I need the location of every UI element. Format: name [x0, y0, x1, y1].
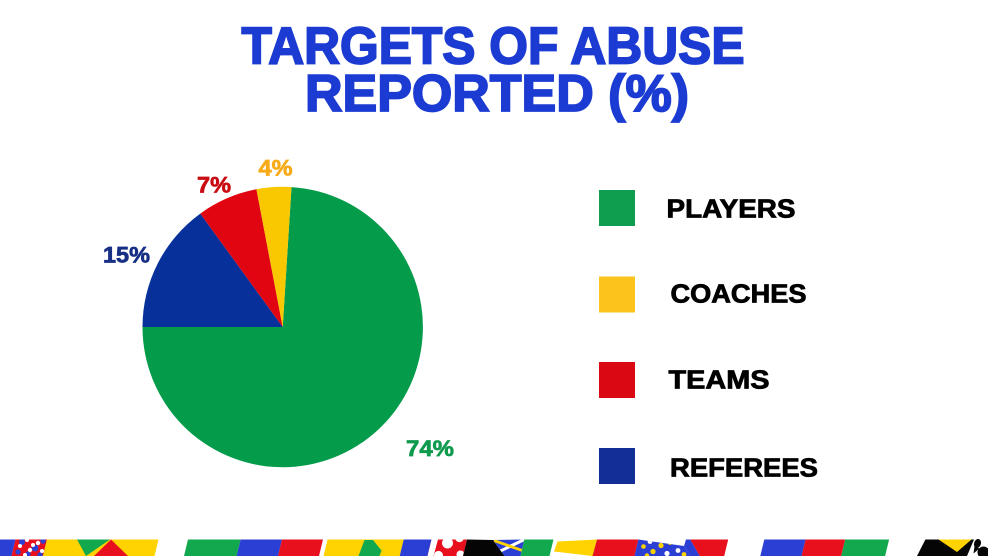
svg-text:TEAMS: TEAMS [669, 365, 770, 395]
svg-text:7%: 7% [197, 172, 231, 197]
svg-text:REPORTED (%): REPORTED (%) [305, 64, 689, 122]
svg-text:PLAYERS: PLAYERS [667, 194, 796, 224]
svg-text:TARGETS OF ABUSE: TARGETS OF ABUSE [242, 17, 745, 75]
svg-text:4%: 4% [259, 155, 293, 180]
svg-text:74%: 74% [406, 436, 454, 461]
svg-text:REFEREES: REFEREES [670, 453, 818, 483]
svg-text:COACHES: COACHES [671, 279, 807, 309]
svg-text:15%: 15% [103, 243, 150, 268]
